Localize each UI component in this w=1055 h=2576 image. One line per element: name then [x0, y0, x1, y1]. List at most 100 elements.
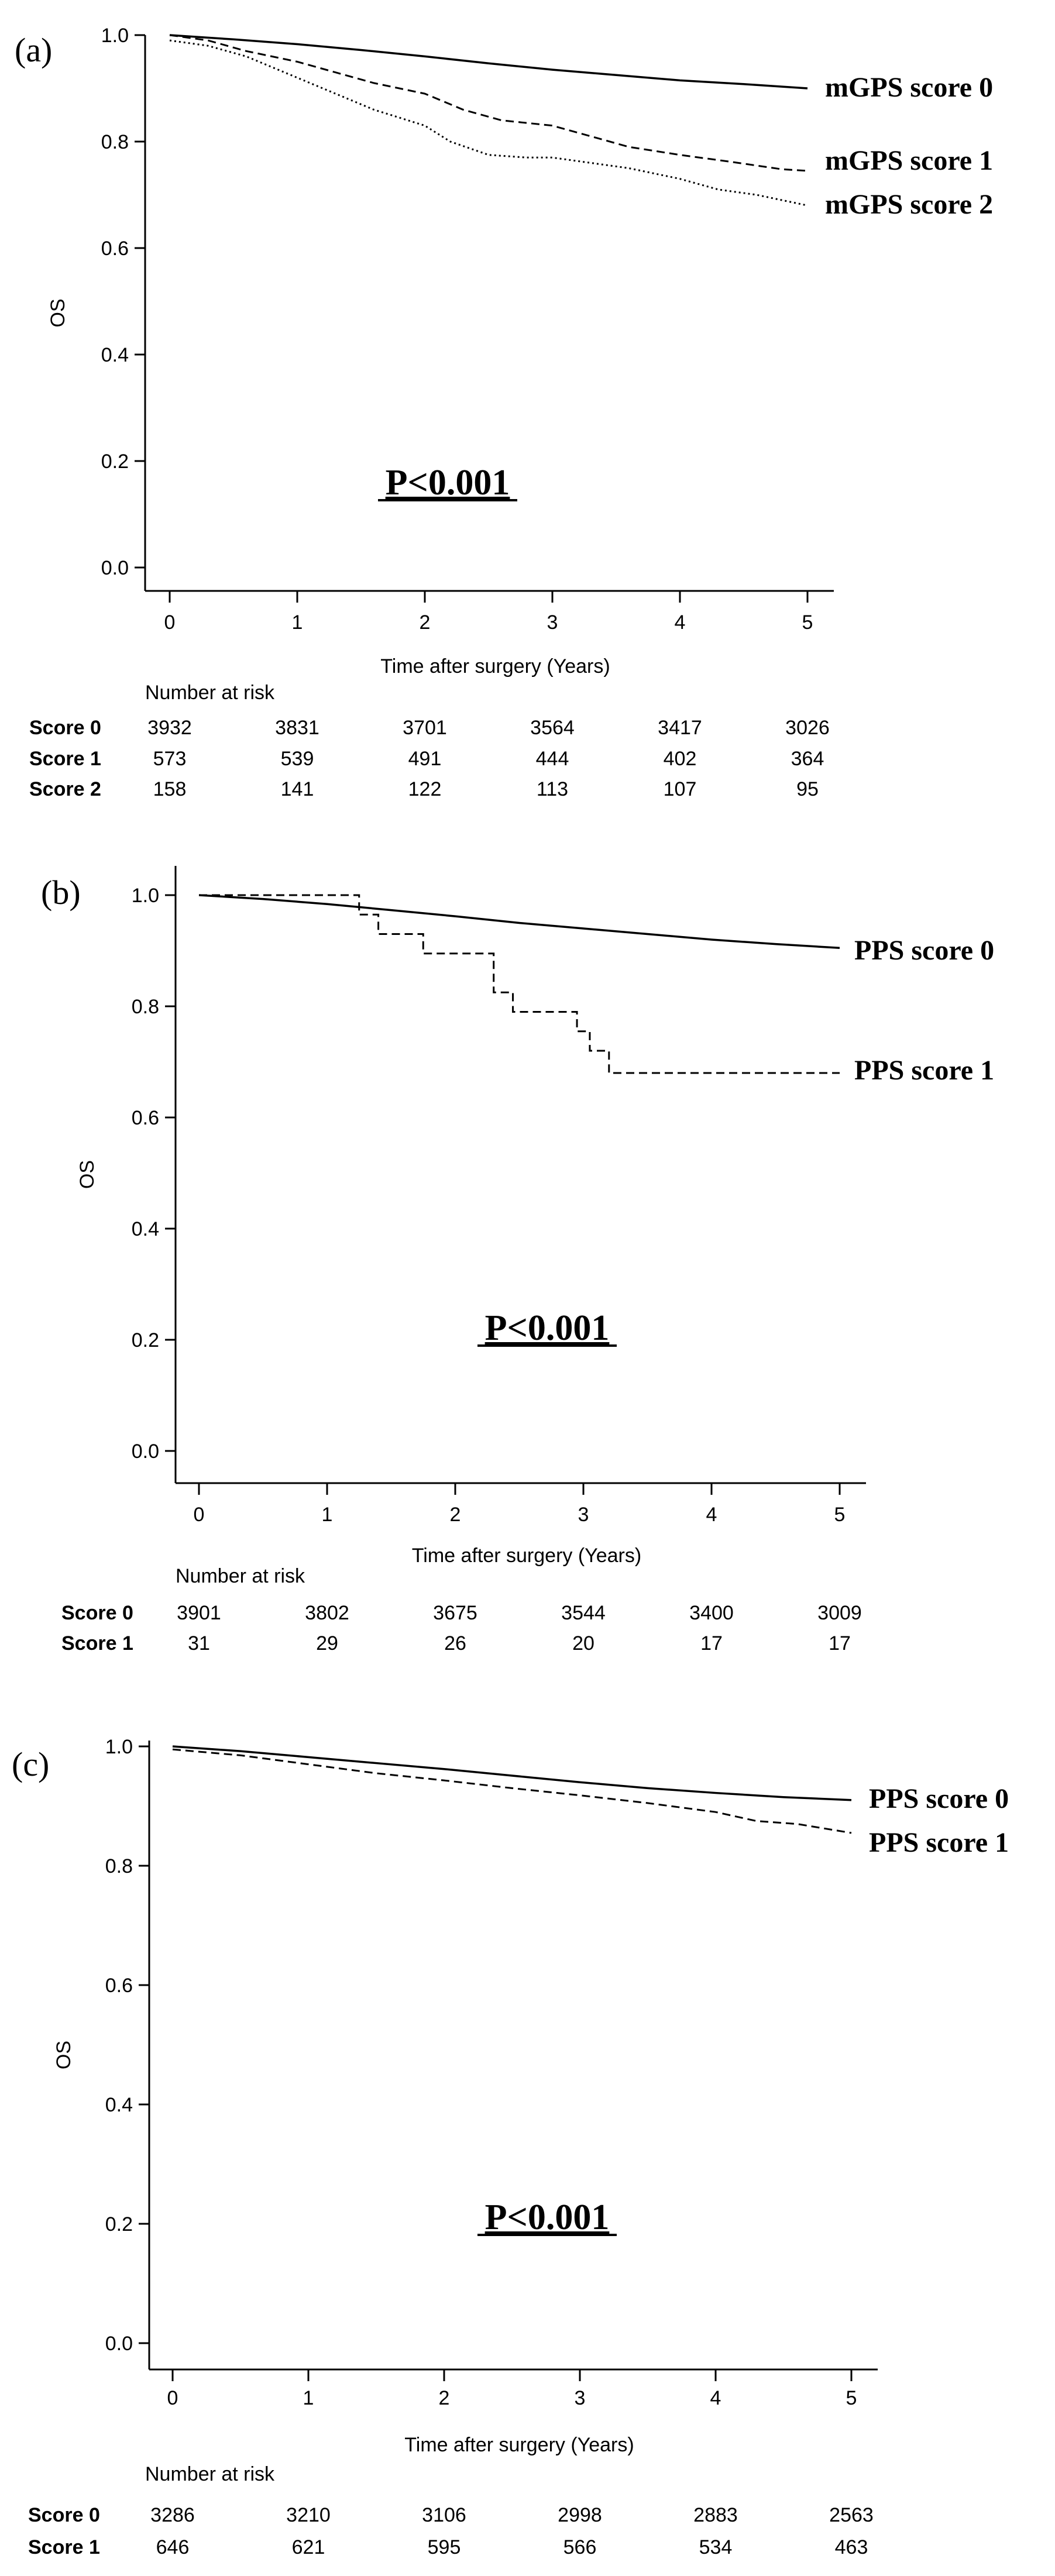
- x-tick-label: 4: [706, 1504, 717, 1526]
- risk-cell: 3564: [530, 717, 575, 739]
- risk-cell: 646: [156, 2536, 190, 2558]
- risk-cell: 463: [835, 2536, 868, 2558]
- risk-cell: 539: [281, 748, 314, 770]
- risk-cell: 3544: [561, 1602, 606, 1624]
- survival-curve-pps-score-1: [199, 894, 840, 1074]
- x-tick-label: 2: [439, 2387, 450, 2409]
- survival-curve-mgps-score-2: [169, 39, 808, 207]
- risk-cell: 95: [796, 778, 819, 800]
- risk-row-label: Score 1: [61, 1632, 133, 1655]
- risk-cell: 364: [791, 748, 824, 770]
- survival-curve-mgps-score-1: [169, 34, 808, 172]
- risk-cell: 31: [188, 1632, 210, 1655]
- y-axis-label: OS: [53, 2041, 75, 2069]
- p-value-label: P<0.001: [386, 463, 510, 503]
- x-tick-label: 0: [167, 2387, 178, 2409]
- risk-row-label: Score 0: [61, 1602, 133, 1624]
- y-tick-label: 0.8: [132, 996, 159, 1018]
- x-tick-label: 3: [578, 1504, 589, 1526]
- risk-cell: 444: [536, 748, 569, 770]
- legend-label: PPS score 0: [869, 1783, 1009, 1814]
- risk-cell: 3009: [817, 1602, 862, 1624]
- risk-row-label: Score 0: [28, 2504, 100, 2526]
- km-panel-a: (a) 0.0 0.2 0.4 0.6 0.8 1.0 0 1 2 3 4 5 Time after su…: [15, 25, 993, 800]
- x-tick-label: 0: [194, 1504, 205, 1526]
- risk-cell: 3932: [147, 717, 192, 739]
- y-tick-label: 1.0: [105, 1736, 133, 1758]
- x-tick-label: 2: [420, 611, 431, 634]
- panel-label: (b): [41, 873, 81, 912]
- risk-cell: 122: [408, 778, 442, 800]
- y-tick-label: 0.8: [105, 1855, 133, 1877]
- x-tick-label: 3: [547, 611, 558, 634]
- risk-cell: 20: [572, 1632, 594, 1655]
- x-tick-label: 5: [802, 611, 813, 634]
- risk-cell: 17: [700, 1632, 723, 1655]
- risk-cell: 573: [153, 748, 187, 770]
- y-tick-label: 0.2: [132, 1329, 159, 1351]
- x-tick-label: 2: [450, 1504, 461, 1526]
- km-panel-b: (b) 0.0 0.2 0.4 0.6 0.8 1.0 0 1 2 3 4 5 Time after su…: [41, 866, 994, 1655]
- survival-curve-pps-score-0: [172, 1745, 852, 1801]
- panel-label: (c): [12, 1745, 49, 1783]
- y-tick-label: 0.6: [101, 238, 129, 260]
- risk-cell: 2883: [693, 2504, 738, 2526]
- risk-cell: 2998: [558, 2504, 602, 2526]
- legend-label: mGPS score 0: [825, 72, 993, 103]
- risk-cell: 3901: [177, 1602, 221, 1624]
- y-axis-label: OS: [47, 298, 69, 327]
- risk-cell: 113: [537, 778, 568, 800]
- x-tick-label: 5: [834, 1504, 846, 1526]
- risk-cell: 29: [316, 1632, 338, 1655]
- survival-curve-pps-score-0: [198, 894, 840, 949]
- risk-cell: 141: [281, 778, 314, 800]
- survival-curve-mgps-score-0: [169, 34, 808, 90]
- y-tick-label: 1.0: [132, 885, 159, 907]
- risk-cell: 3701: [403, 717, 447, 739]
- p-value-label: P<0.001: [485, 1308, 610, 1348]
- risk-row-label: Score 1: [29, 748, 101, 770]
- y-tick-label: 0.6: [132, 1107, 159, 1129]
- y-tick-label: 1.0: [101, 25, 129, 47]
- y-tick-label: 0.4: [132, 1218, 159, 1240]
- legend-label: mGPS score 2: [825, 189, 993, 220]
- x-tick-label: 4: [710, 2387, 721, 2409]
- risk-cell: 3400: [689, 1602, 734, 1624]
- y-tick-label: 0.0: [105, 2333, 133, 2355]
- risk-table-title: Number at risk: [145, 2463, 275, 2485]
- km-panel-c: (c) 0.0 0.2 0.4 0.6 0.8 1.0 0 1 2 3 4 5 Time after su…: [12, 1736, 1009, 2558]
- risk-cell: 402: [664, 748, 697, 770]
- risk-cell: 3802: [305, 1602, 349, 1624]
- x-tick-label: 5: [846, 2387, 857, 2409]
- x-tick-label: 3: [575, 2387, 586, 2409]
- risk-cell: 26: [444, 1632, 466, 1655]
- risk-cell: 158: [153, 778, 187, 800]
- x-tick-label: 1: [322, 1504, 333, 1526]
- risk-cell: 595: [428, 2536, 461, 2558]
- y-tick-label: 0.2: [105, 2213, 133, 2235]
- legend-label: PPS score 1: [869, 1827, 1009, 1858]
- risk-cell: 2563: [829, 2504, 874, 2526]
- risk-cell: 566: [563, 2536, 597, 2558]
- legend-label: mGPS score 1: [825, 145, 993, 176]
- survival-curve-pps-score-1: [172, 1748, 852, 1834]
- x-tick-label: 0: [164, 611, 176, 634]
- legend-label: PPS score 1: [854, 1055, 994, 1086]
- risk-cell: 3417: [658, 717, 702, 739]
- risk-cell: 3286: [150, 2504, 195, 2526]
- x-tick-label: 1: [292, 611, 303, 634]
- risk-cell: 3106: [422, 2504, 466, 2526]
- risk-row-label: Score 0: [29, 717, 101, 739]
- risk-cell: 3831: [275, 717, 319, 739]
- x-axis-label: Time after surgery (Years): [404, 2434, 634, 2456]
- risk-cell: 3026: [785, 717, 830, 739]
- x-tick-label: 1: [303, 2387, 314, 2409]
- y-tick-label: 0.8: [101, 131, 129, 153]
- risk-cell: 107: [664, 778, 697, 800]
- risk-cell: 3675: [433, 1602, 477, 1624]
- legend-label: PPS score 0: [854, 935, 994, 966]
- risk-cell: 17: [829, 1632, 851, 1655]
- risk-cell: 534: [699, 2536, 733, 2558]
- panel-label: (a): [15, 31, 52, 69]
